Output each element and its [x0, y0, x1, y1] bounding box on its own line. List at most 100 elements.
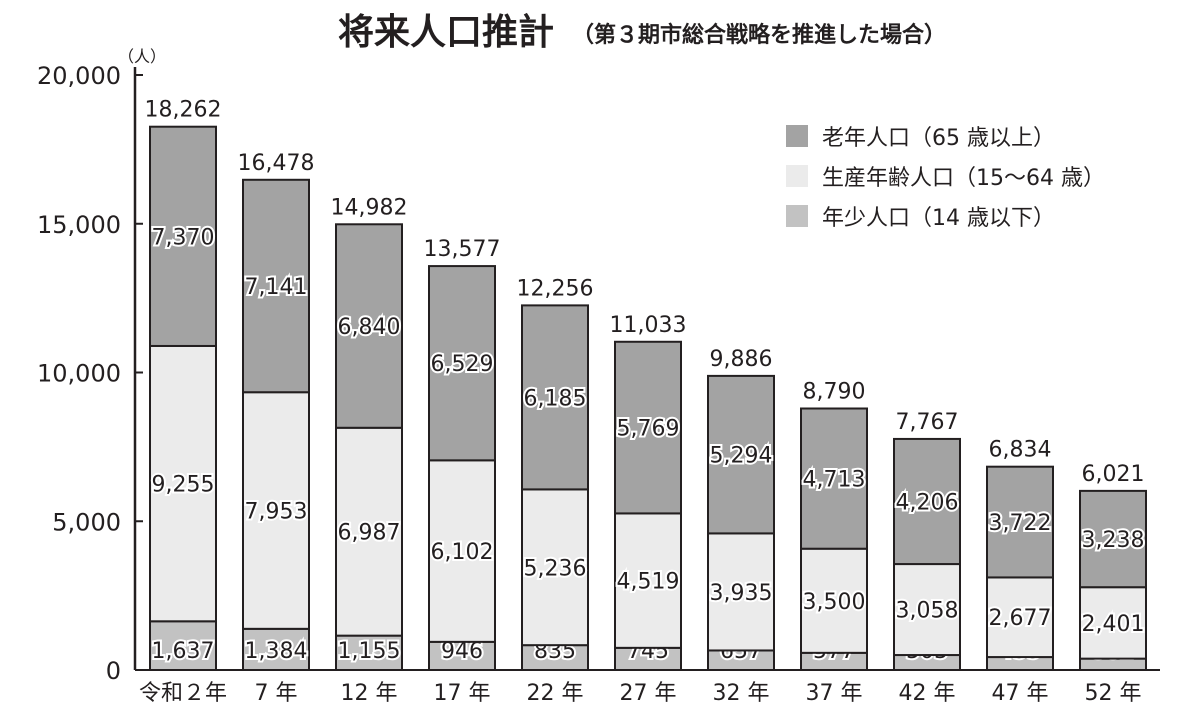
data-label: 6,102 — [431, 540, 494, 565]
x-axis: 令和２年 7 年 12 年 17 年 22 年 27 年 32 年 37 年 42 年 47 年 5… — [139, 681, 1142, 706]
data-label: 4,519 — [617, 570, 680, 595]
legend-label: 生産年齢人口（15～64 歳） — [822, 166, 1105, 191]
bar-segment — [521, 644, 589, 672]
x-tick-label: 37 年 — [806, 681, 863, 706]
data-label: 3,500 — [803, 590, 866, 615]
legend-swatch — [786, 165, 808, 187]
bar-segment — [986, 576, 1054, 659]
data-label: 7,953 — [245, 500, 308, 525]
bar-segment — [335, 223, 403, 429]
legend-label: 年少人口（14 歳以下） — [822, 206, 1055, 231]
data-label: 3,058 — [896, 599, 959, 624]
legend-label: 老年人口（65 歳以上） — [822, 126, 1055, 151]
data-label: 9,255 — [152, 473, 215, 498]
x-tick-label: 17 年 — [434, 681, 491, 706]
data-label: 6,987 — [338, 521, 401, 546]
x-tick-label: 12 年 — [341, 681, 398, 706]
chart-title: 将来人口推計 — [338, 12, 554, 53]
bar-segment — [242, 178, 310, 394]
data-label: 2,401 — [1082, 612, 1145, 637]
data-label: 3,935 — [710, 581, 773, 606]
data-label: 7,141 — [245, 275, 308, 300]
data-label: 6,840 — [338, 315, 401, 340]
data-label: 5,294 — [710, 444, 773, 469]
data-label: 3,238 — [1082, 528, 1145, 553]
total-label: 18,262 — [145, 98, 222, 123]
x-tick-label: 7 年 — [255, 681, 298, 706]
data-label: 946 — [441, 639, 483, 664]
bar-stack: 946 6,102 6,529 13,577 — [424, 237, 501, 672]
data-label: 1,155 — [338, 639, 401, 664]
bar-segment — [521, 304, 589, 491]
bar-segment — [800, 407, 868, 550]
x-tick-label: 52 年 — [1085, 681, 1142, 706]
y-tick-label: 20,000 — [37, 62, 121, 90]
y-tick-label: 5,000 — [52, 508, 121, 536]
y-tick-label: 15,000 — [37, 211, 121, 239]
bar-stack: 1,155 6,987 6,840 14,982 — [331, 195, 408, 671]
x-tick-label: 令和２年 — [139, 681, 227, 706]
data-label: 6,529 — [431, 352, 494, 377]
total-label: 6,834 — [989, 438, 1052, 463]
bars: 1,637 9,255 7,370 18,262 1,384 7,953 7,141 16,4… — [145, 98, 1147, 672]
total-label: 13,577 — [424, 237, 501, 262]
data-label: 4,206 — [896, 490, 959, 515]
data-label: 1,637 — [152, 639, 215, 664]
bar-segment — [707, 374, 775, 535]
y-tick-label: 10,000 — [37, 360, 121, 388]
total-label: 11,033 — [610, 313, 687, 338]
bar-segment — [428, 459, 496, 643]
bar-segment — [428, 265, 496, 462]
bar-segment — [1079, 489, 1147, 589]
total-label: 6,021 — [1082, 462, 1145, 487]
bar-segment — [614, 512, 682, 649]
legend-swatch — [786, 125, 808, 147]
bar-segment — [149, 125, 217, 347]
bar-stack: 1,384 7,953 7,141 16,478 — [238, 151, 315, 671]
data-label: 7,370 — [152, 225, 215, 250]
bar-segment — [614, 340, 682, 515]
total-label: 9,886 — [710, 347, 773, 372]
bar-segment — [428, 640, 496, 672]
total-label: 8,790 — [803, 379, 866, 404]
bar-segment — [242, 627, 310, 671]
y-axis-unit: （人） — [118, 47, 166, 66]
total-label: 7,767 — [896, 410, 959, 435]
data-label: 5,236 — [524, 556, 587, 581]
legend-swatch — [786, 205, 808, 227]
bar-segment — [893, 563, 961, 657]
total-label: 12,256 — [517, 276, 594, 301]
data-label: 1,384 — [245, 639, 308, 664]
data-label: 6,185 — [524, 386, 587, 411]
total-label: 14,982 — [331, 195, 408, 220]
data-label: 3,722 — [989, 511, 1052, 536]
bar-segment — [893, 437, 961, 566]
total-label: 16,478 — [238, 151, 315, 176]
y-tick-label: 0 — [106, 657, 121, 685]
x-tick-label: 42 年 — [899, 681, 956, 706]
chart-subtitle: （第３期市総合戦略を推進した場合） — [572, 22, 946, 48]
x-tick-label: 32 年 — [713, 681, 770, 706]
bar-segment — [335, 634, 403, 671]
x-tick-label: 47 年 — [992, 681, 1049, 706]
x-tick-label: 27 年 — [620, 681, 677, 706]
data-label: 4,713 — [803, 468, 866, 493]
bar-segment — [986, 465, 1054, 579]
bar-segment — [242, 391, 310, 630]
data-label: 5,769 — [617, 417, 680, 442]
x-tick-label: 22 年 — [527, 681, 584, 706]
bar-segment — [707, 532, 775, 652]
bar-segment — [149, 344, 217, 623]
data-label: 2,677 — [989, 606, 1052, 631]
bar-stack: 1,637 9,255 7,370 18,262 — [145, 98, 222, 672]
bar-segment — [800, 547, 868, 654]
legend: 老年人口（65 歳以上） 生産年齢人口（15～64 歳） 年少人口（14 歳以下） — [786, 125, 1105, 231]
